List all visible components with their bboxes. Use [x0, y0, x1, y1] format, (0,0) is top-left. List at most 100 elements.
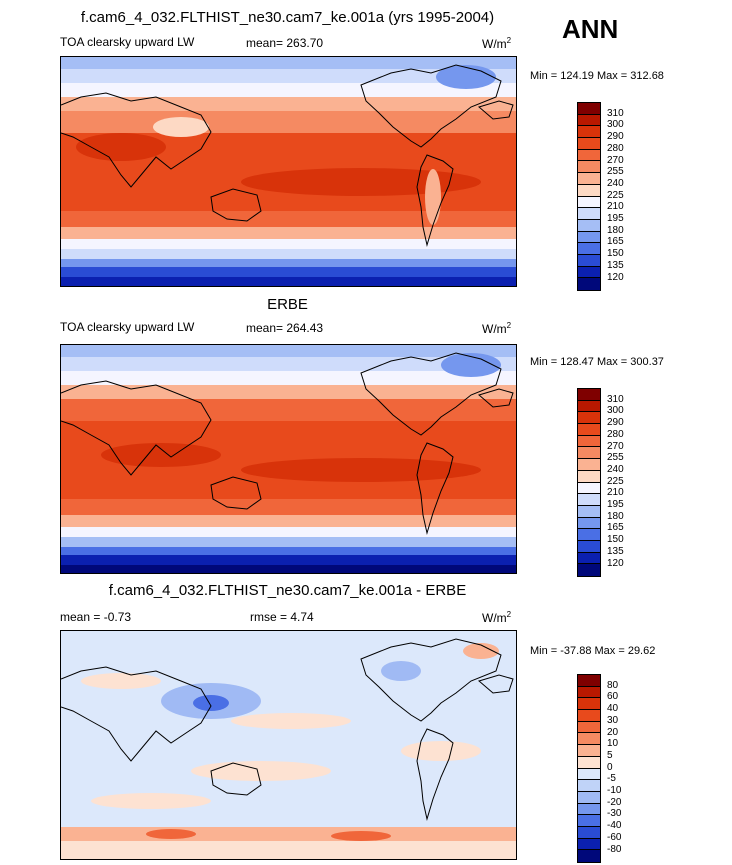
colorbar-swatch	[578, 791, 600, 804]
colorbar-tick-label: 60	[607, 691, 619, 703]
colorbar-swatch	[578, 803, 600, 816]
colorbar-tick-label: 270	[607, 154, 624, 166]
colorbar-swatch	[578, 733, 600, 746]
colorbar-swatch	[578, 126, 600, 139]
colorbar-swatch	[578, 745, 600, 757]
panel-2-minmax: Min = 128.47 Max = 300.37	[530, 356, 664, 368]
colorbar-swatch	[578, 710, 600, 722]
colorbar-tick-label: 120	[607, 271, 624, 283]
colorbar-swatch	[578, 114, 600, 127]
colorbar-tick-label: 5	[607, 749, 613, 761]
colorbar-swatch	[578, 243, 600, 255]
colorbar-tick-label: 20	[607, 726, 619, 738]
colorbar-swatch	[578, 826, 600, 839]
panel-1-units: W/m2	[482, 36, 512, 51]
colorbar-tick-label: 310	[607, 393, 624, 405]
colorbar-tick-label: 240	[607, 463, 624, 475]
panel-1-map-svg	[61, 57, 516, 286]
panel-2-variable: TOA clearsky upward LW	[60, 320, 195, 334]
colorbar-swatch	[578, 196, 600, 209]
colorbar-swatch	[578, 459, 600, 471]
panel-3-rmse: rmse = 4.74	[250, 610, 314, 624]
colorbar-swatch	[578, 721, 600, 734]
colorbar-tick-label: 225	[607, 475, 624, 487]
colorbar-tick-label: 150	[607, 534, 624, 546]
colorbar-swatch	[578, 278, 600, 290]
colorbar-swatch	[578, 756, 600, 769]
colorbar-tick-label: -20	[607, 796, 622, 808]
colorbar-swatch	[578, 138, 600, 150]
colorbar-swatch	[578, 231, 600, 244]
colorbar-swatch	[578, 675, 600, 687]
colorbar-swatch	[578, 424, 600, 436]
colorbar-tick-label: 290	[607, 131, 624, 143]
colorbar-tick-label: 30	[607, 714, 619, 726]
season-label: ANN	[562, 14, 619, 44]
colorbar-swatch	[578, 482, 600, 495]
colorbar-tick-label: 270	[607, 440, 624, 452]
colorbar-swatch	[578, 552, 600, 565]
panel-1-colorbar	[577, 102, 601, 291]
colorbar-swatch	[578, 529, 600, 541]
colorbar-tick-label: 225	[607, 189, 624, 201]
colorbar-tick-label: 165	[607, 236, 624, 248]
colorbar-swatch	[578, 540, 600, 553]
colorbar-swatch	[578, 173, 600, 185]
colorbar-swatch	[578, 494, 600, 506]
colorbar-swatch	[578, 400, 600, 413]
panel-1-mean: mean= 263.70	[246, 36, 324, 50]
colorbar-swatch	[578, 412, 600, 425]
panel-3-units: W/m2	[482, 610, 512, 625]
colorbar-tick-label: -60	[607, 831, 622, 843]
panel-1-map	[60, 56, 517, 287]
colorbar-swatch	[578, 815, 600, 827]
colorbar-tick-label: 240	[607, 177, 624, 189]
colorbar-tick-label: 195	[607, 213, 624, 224]
colorbar-swatch	[578, 780, 600, 792]
colorbar-tick-label: 0	[607, 761, 613, 773]
panel-3-mean: mean = -0.73	[60, 610, 132, 624]
panel-2-map-svg	[61, 345, 516, 573]
colorbar-swatch	[578, 161, 600, 174]
colorbar-swatch	[578, 103, 600, 115]
colorbar-tick-label: -10	[607, 785, 622, 796]
colorbar-tick-label: 210	[607, 201, 624, 213]
colorbar-swatch	[578, 686, 600, 699]
panel-2-mean: mean= 264.43	[246, 321, 324, 335]
colorbar-tick-label: 290	[607, 417, 624, 429]
colorbar-tick-label: 280	[607, 142, 624, 154]
colorbar-swatch	[578, 149, 600, 162]
panel-3-minmax: Min = -37.88 Max = 29.62	[530, 645, 656, 657]
panel-3-map	[60, 630, 517, 860]
colorbar-tick-label: 40	[607, 703, 619, 715]
colorbar-swatch	[578, 447, 600, 460]
panel-1-variable: TOA clearsky upward LW	[60, 35, 195, 49]
colorbar-tick-label: 255	[607, 166, 624, 178]
colorbar-swatch	[578, 208, 600, 220]
panel-2-map	[60, 344, 517, 574]
colorbar-swatch	[578, 435, 600, 448]
colorbar-tick-label: 300	[607, 119, 624, 131]
colorbar-tick-label: 180	[607, 510, 624, 522]
colorbar-swatch	[578, 389, 600, 401]
colorbar-tick-label: 120	[607, 557, 624, 569]
colorbar-tick-label: 165	[607, 522, 624, 534]
colorbar-swatch	[578, 850, 600, 862]
panel-3-map-svg	[61, 631, 516, 859]
colorbar-tick-label: 150	[607, 248, 624, 260]
colorbar-tick-label: 135	[607, 259, 624, 271]
colorbar-tick-label: 135	[607, 545, 624, 557]
colorbar-tick-label: -5	[607, 773, 616, 785]
colorbar-tick-label: -30	[607, 808, 622, 820]
colorbar-tick-label: -80	[607, 843, 622, 855]
panel-2-colorbar	[577, 388, 601, 577]
colorbar-tick-label: 310	[607, 107, 624, 119]
colorbar-swatch	[578, 505, 600, 518]
colorbar-swatch	[578, 768, 600, 781]
colorbar-tick-label: 180	[607, 224, 624, 236]
colorbar-tick-label: 80	[607, 679, 619, 691]
panel-1-minmax: Min = 124.19 Max = 312.68	[530, 70, 664, 82]
colorbar-tick-label: 280	[607, 428, 624, 440]
colorbar-swatch	[578, 184, 600, 197]
colorbar-swatch	[578, 219, 600, 232]
